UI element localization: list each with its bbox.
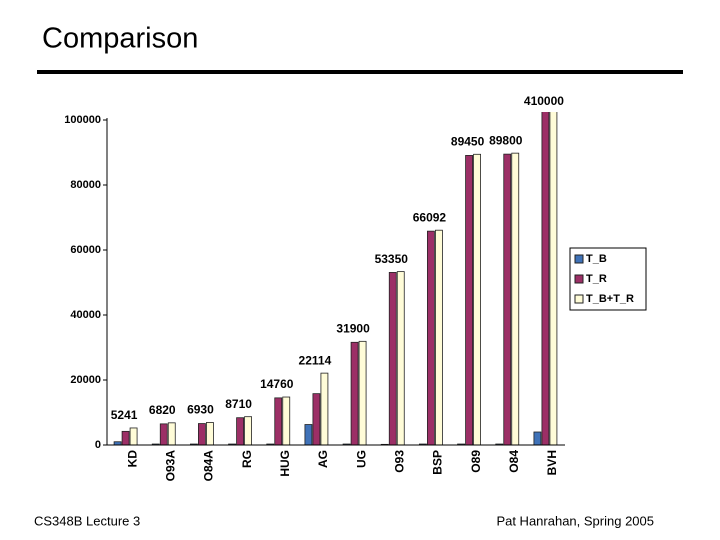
data-label: 89800 [489, 133, 523, 147]
data-label: 6930 [187, 403, 214, 417]
y-tick-label: 40000 [70, 309, 101, 321]
footer-right: Pat Hanrahan, Spring 2005 [496, 513, 654, 528]
legend-label: T_B+T_R [586, 293, 634, 305]
bar [236, 417, 244, 446]
data-label: 8710 [225, 397, 252, 411]
x-tick-label: BVH [545, 450, 559, 475]
x-tick-label: HUG [278, 450, 292, 477]
x-tick-label: O93 [392, 450, 406, 473]
x-tick-label: O89 [469, 450, 483, 473]
legend-label: T_R [586, 273, 607, 285]
legend-swatch [574, 294, 584, 304]
bar [549, 112, 558, 446]
plot-area [113, 112, 558, 446]
legend-swatch [574, 274, 584, 284]
bar [350, 341, 359, 446]
bar [533, 431, 542, 446]
bar [167, 422, 176, 446]
x-tick-label: UG [354, 450, 368, 468]
bar [511, 152, 520, 446]
x-tick-label: O84 [507, 450, 521, 473]
bar [159, 423, 168, 446]
bar [274, 397, 283, 446]
x-tick-label: AG [316, 450, 330, 468]
y-tick-label: 100000 [64, 114, 101, 126]
y-tick-label: 60000 [70, 244, 101, 256]
bar [358, 340, 367, 446]
data-label: 14760 [260, 377, 294, 391]
title-rule [37, 70, 683, 74]
legend-label: T_B [586, 253, 607, 265]
y-tick-label: 0 [95, 439, 101, 451]
bar [388, 272, 397, 446]
data-label: 89450 [451, 134, 485, 148]
data-label: 410000 [524, 94, 564, 108]
y-tick-label: 20000 [70, 374, 101, 386]
data-label: 22114 [299, 353, 332, 367]
bar [244, 416, 252, 446]
x-tick-label: O84A [202, 450, 216, 482]
bar [465, 155, 473, 446]
bar [304, 424, 313, 446]
data-label: 66092 [413, 210, 447, 224]
data-label: 5241 [111, 408, 138, 422]
bar [435, 229, 443, 446]
bar [473, 153, 481, 446]
bar [320, 372, 329, 446]
data-label: 6820 [149, 403, 176, 417]
legend-swatch [574, 254, 584, 264]
bar [282, 396, 291, 446]
bar [206, 422, 214, 446]
x-tick-label: BSP [431, 450, 445, 475]
footer-left: CS348B Lecture 3 [34, 513, 140, 528]
x-tick-label: RG [240, 450, 254, 468]
bar [312, 393, 321, 446]
bar [427, 230, 435, 446]
bar [121, 430, 130, 446]
slide-title: Comparison [42, 23, 198, 55]
data-label: 53350 [375, 252, 409, 266]
bar [198, 423, 206, 446]
bar [541, 112, 550, 446]
x-tick-label: O93A [163, 450, 177, 482]
y-tick-label: 80000 [70, 179, 101, 191]
x-tick-label: KD [125, 450, 139, 468]
bar [129, 427, 138, 446]
bar [503, 153, 512, 446]
bar [396, 271, 405, 446]
data-label: 31900 [336, 321, 370, 335]
